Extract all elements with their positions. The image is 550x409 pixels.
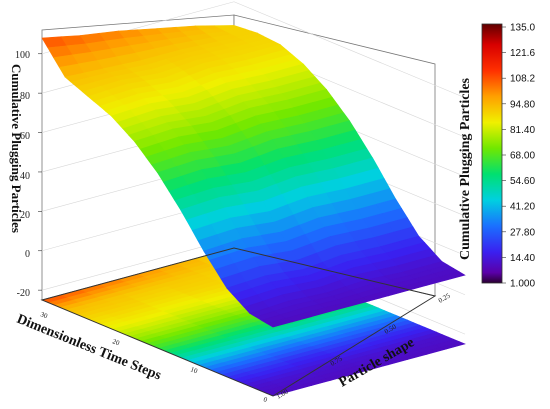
colorbar-label: 135.0 [510, 23, 535, 34]
colorbar-gradient [481, 23, 503, 284]
colorbar-label: 41.20 [510, 202, 535, 213]
z-tick-label: 0 [25, 249, 30, 260]
x-tick-label: 0.25 [437, 291, 452, 304]
y-tick-label: 20 [111, 337, 121, 347]
z-axis-title: Cumulative Plugging Particles [9, 64, 24, 233]
y-tick-label: 0 [262, 395, 268, 404]
colorbar-label: 14.40 [510, 253, 535, 264]
colorbar-label: 68.00 [510, 151, 535, 162]
surface [41, 25, 466, 328]
z-tick-label: 40 [20, 171, 30, 182]
colorbar: 135.0 121.6 108.2 94.80 81.40 68.00 54.60 41.20… [458, 23, 535, 290]
z-tick-label: 80 [20, 91, 30, 102]
y-axis-ticks: 30 20 10 0 [39, 310, 268, 404]
y-tick-label: 30 [39, 310, 49, 320]
surface-cell [439, 271, 466, 281]
colorbar-label: 121.6 [510, 48, 535, 59]
colorbar-label: 94.80 [510, 99, 535, 110]
z-axis-ticks: -20 0 20 40 60 80 100 [15, 50, 42, 299]
colorbar-label: 108.2 [510, 74, 535, 85]
colorbar-title: Cumulative Plugging Particles [458, 77, 473, 260]
floor-outline [40, 247, 437, 397]
colorbar-label: 81.40 [510, 125, 535, 136]
z-tick-label: 60 [20, 131, 30, 142]
wall-gridline [233, 1, 466, 99]
z-tick-label: 100 [15, 50, 30, 61]
colorbar-label: 54.60 [510, 176, 535, 187]
z-tick-label: 20 [20, 210, 30, 221]
colorbar-label: 1.000 [510, 279, 535, 290]
colorbar-label: 27.80 [510, 227, 535, 238]
y-tick-label: 10 [189, 365, 199, 375]
colorbar-labels: 135.0 121.6 108.2 94.80 81.40 68.00 54.60 41.20… [502, 23, 535, 290]
z-tick-label: -20 [17, 288, 30, 299]
